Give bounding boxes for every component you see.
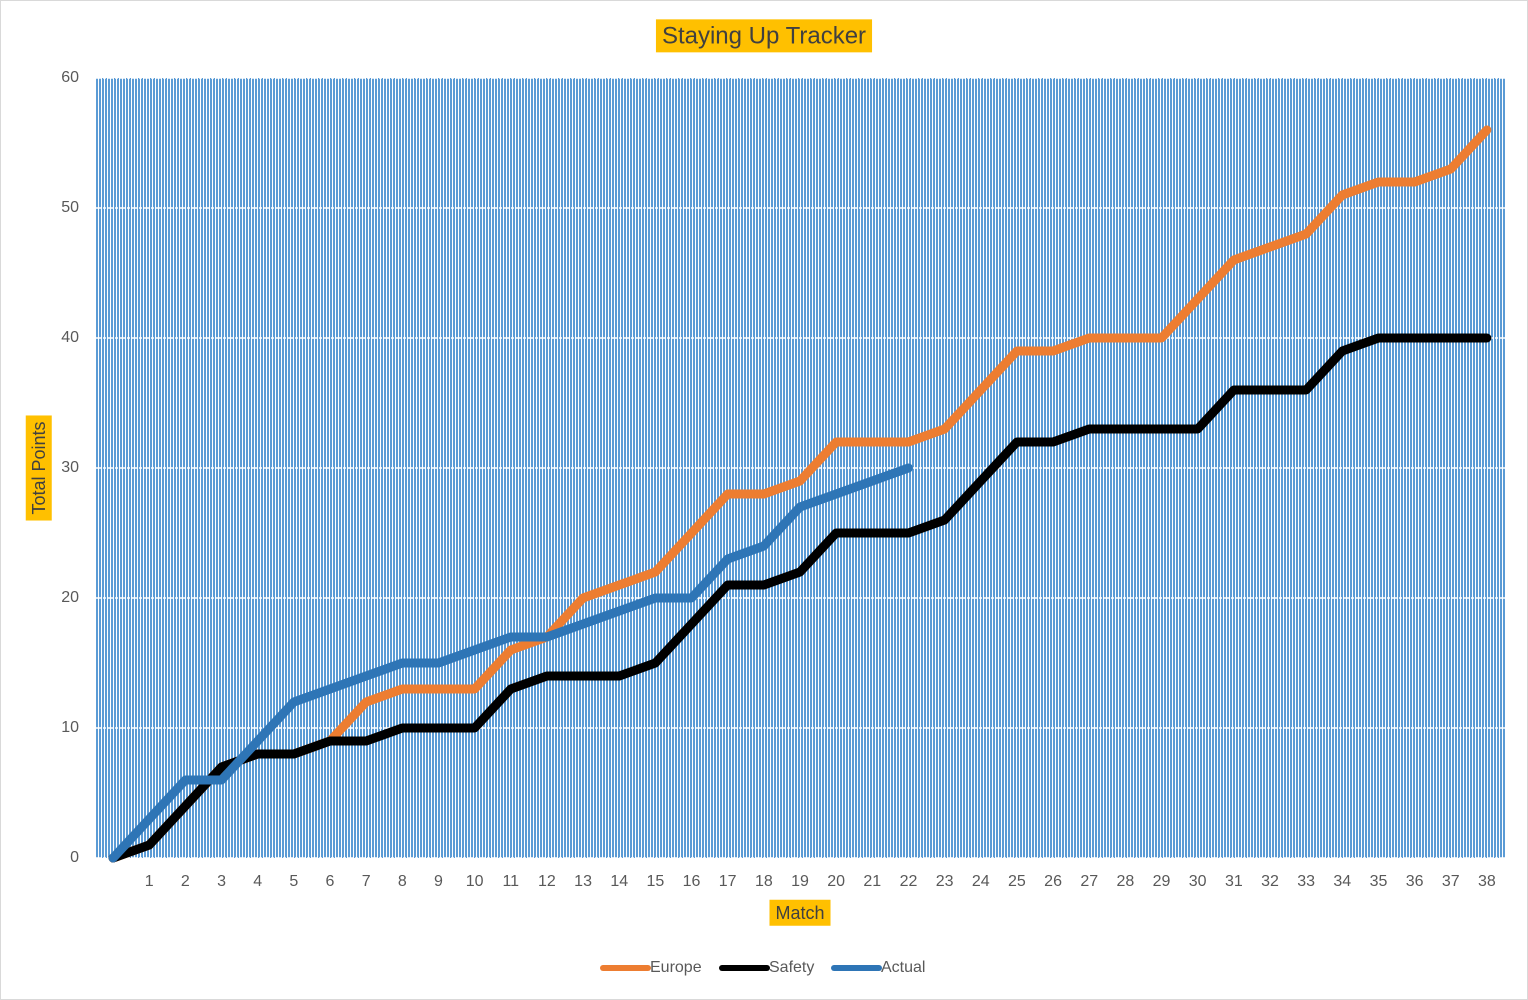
x-tick-label: 38 bbox=[1478, 873, 1496, 890]
x-tick-label: 15 bbox=[646, 873, 664, 890]
y-tick-label: 50 bbox=[61, 199, 79, 216]
x-tick-label: 37 bbox=[1442, 873, 1460, 890]
x-tick-label: 13 bbox=[574, 873, 592, 890]
x-tick-label: 10 bbox=[466, 873, 484, 890]
x-tick-label: 8 bbox=[398, 873, 407, 890]
x-tick-label: 20 bbox=[827, 873, 845, 890]
x-tick-label: 17 bbox=[719, 873, 737, 890]
x-tick-label: 26 bbox=[1044, 873, 1062, 890]
x-tick-label: 28 bbox=[1116, 873, 1134, 890]
x-tick-label: 5 bbox=[289, 873, 298, 890]
x-tick-label: 14 bbox=[610, 873, 628, 890]
x-tick-label: 30 bbox=[1189, 873, 1207, 890]
x-tick-label: 24 bbox=[972, 873, 990, 890]
y-axis-title-group: Total Points bbox=[25, 415, 52, 521]
x-tick-label: 7 bbox=[362, 873, 371, 890]
x-tick-label: 1 bbox=[145, 873, 154, 890]
chart-title-group: Staying Up Tracker bbox=[655, 19, 873, 53]
x-tick-label: 33 bbox=[1297, 873, 1315, 890]
x-tick-label: 22 bbox=[900, 873, 918, 890]
series-line bbox=[108, 333, 1492, 863]
y-tick-label: 60 bbox=[61, 69, 79, 86]
chart-title-box bbox=[655, 19, 873, 53]
x-tick-label: 3 bbox=[217, 873, 226, 890]
x-tick-label: 32 bbox=[1261, 873, 1279, 890]
series-line bbox=[108, 463, 913, 863]
y-tick-label: 20 bbox=[61, 589, 79, 606]
y-axis-title: Total Points bbox=[29, 421, 49, 514]
chart-title: Staying Up Tracker bbox=[662, 22, 866, 49]
x-tick-label: 23 bbox=[936, 873, 954, 890]
x-tick-label: 6 bbox=[326, 873, 335, 890]
legend-label: Europe bbox=[650, 959, 702, 976]
x-tick-label: 19 bbox=[791, 873, 809, 890]
x-tick-label: 34 bbox=[1333, 873, 1351, 890]
y-tick-label: 30 bbox=[61, 459, 79, 476]
series-line bbox=[108, 125, 1492, 863]
x-axis-title-box bbox=[769, 899, 831, 926]
legend-label: Safety bbox=[769, 959, 814, 976]
x-tick-label: 31 bbox=[1225, 873, 1243, 890]
y-tick-label: 0 bbox=[70, 849, 79, 866]
x-tick-label: 2 bbox=[181, 873, 190, 890]
x-tick-label: 18 bbox=[755, 873, 773, 890]
x-axis-title: Match bbox=[775, 903, 824, 923]
x-tick-label: 29 bbox=[1153, 873, 1171, 890]
x-tick-label: 4 bbox=[253, 873, 262, 890]
x-tick-label: 27 bbox=[1080, 873, 1098, 890]
x-tick-label: 35 bbox=[1370, 873, 1388, 890]
x-tick-label: 11 bbox=[502, 873, 519, 890]
legend-label: Actual bbox=[881, 959, 925, 976]
x-tick-label: 9 bbox=[434, 873, 443, 890]
x-tick-label: 21 bbox=[863, 873, 881, 890]
x-tick-label: 25 bbox=[1008, 873, 1026, 890]
y-tick-label: 40 bbox=[61, 329, 79, 346]
x-axis-title-group: Match bbox=[769, 899, 831, 926]
x-tick-label: 16 bbox=[683, 873, 701, 890]
y-axis-title-box bbox=[25, 415, 52, 521]
y-tick-label: 10 bbox=[61, 719, 79, 736]
x-tick-label: 36 bbox=[1406, 873, 1424, 890]
x-tick-label: 12 bbox=[538, 873, 556, 890]
